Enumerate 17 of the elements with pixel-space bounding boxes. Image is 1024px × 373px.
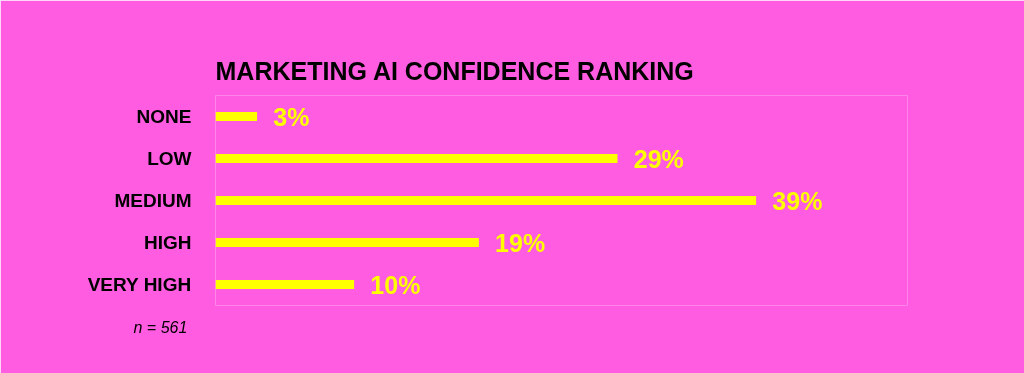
data-label: 19% <box>495 228 546 257</box>
y-tick-label: VERY HIGH <box>87 274 192 295</box>
bar <box>215 195 757 206</box>
y-tick-label: LOW <box>147 148 192 169</box>
data-label: 10% <box>370 270 421 299</box>
chart-title: MARKETING AI CONFIDENCE RANKING <box>215 56 694 85</box>
y-tick-label: NONE <box>136 106 192 127</box>
data-label: 29% <box>633 144 684 173</box>
bar <box>215 237 479 248</box>
data-label: 39% <box>772 186 823 215</box>
data-label: 3% <box>273 102 310 131</box>
y-tick-label: HIGH <box>144 232 192 253</box>
bar <box>215 153 618 164</box>
bar <box>215 111 258 122</box>
y-tick-label: MEDIUM <box>114 190 192 211</box>
bar <box>215 279 355 290</box>
text: n = 561 <box>133 318 188 336</box>
